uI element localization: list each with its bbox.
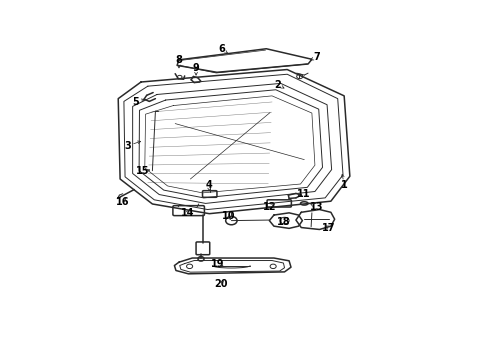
Text: 4: 4 <box>205 180 212 190</box>
Text: 2: 2 <box>274 80 281 90</box>
Text: 20: 20 <box>214 279 227 289</box>
Text: 15: 15 <box>136 166 149 176</box>
Text: 7: 7 <box>313 52 320 62</box>
Text: 14: 14 <box>181 208 194 218</box>
Text: 16: 16 <box>116 197 129 207</box>
Text: 5: 5 <box>132 97 139 107</box>
Text: 18: 18 <box>276 217 290 227</box>
Text: 11: 11 <box>297 189 310 199</box>
Text: 12: 12 <box>263 202 276 212</box>
Text: 17: 17 <box>322 222 336 233</box>
Text: 9: 9 <box>193 63 199 73</box>
Text: 10: 10 <box>221 211 235 221</box>
Text: 8: 8 <box>175 55 182 66</box>
Text: 6: 6 <box>218 44 225 54</box>
Text: 3: 3 <box>124 141 131 151</box>
Text: 1: 1 <box>341 180 347 190</box>
Text: 13: 13 <box>310 202 323 212</box>
Text: 19: 19 <box>211 260 224 269</box>
